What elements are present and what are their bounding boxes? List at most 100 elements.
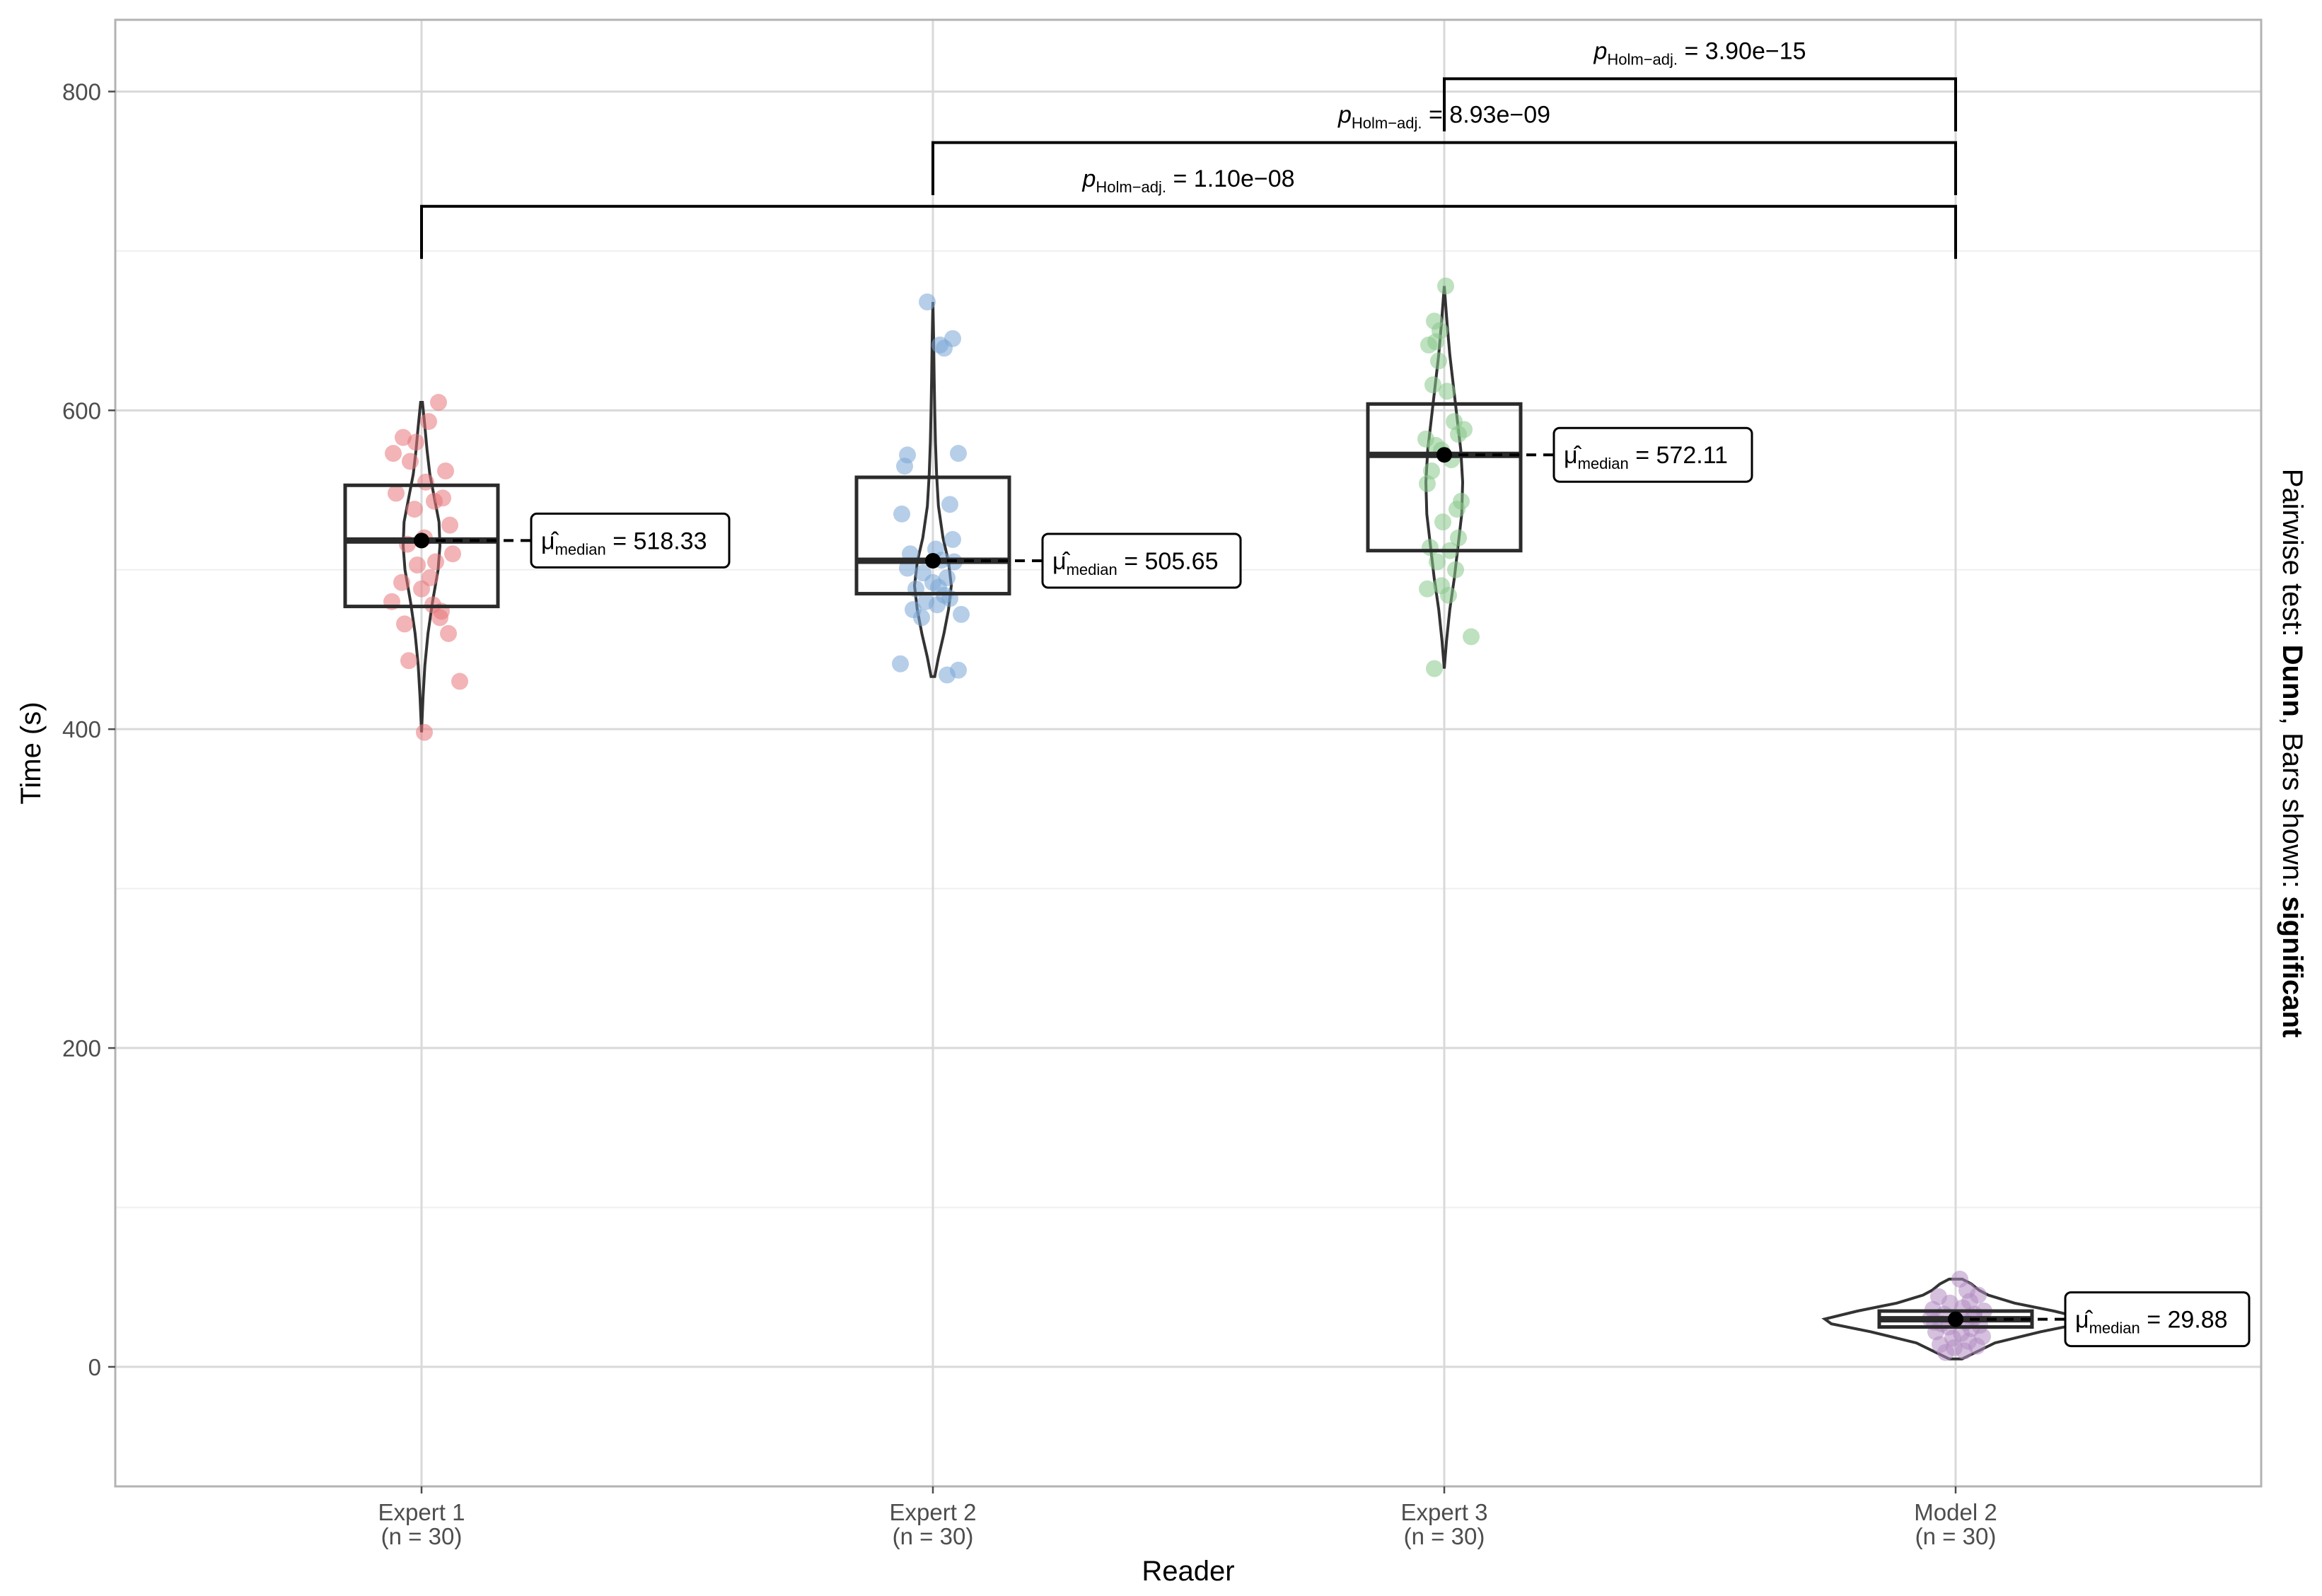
box-1 [343, 483, 500, 609]
median-label-box [2064, 1291, 2251, 1348]
data-point [440, 624, 457, 642]
caption-prefix: Pairwise test: [2277, 469, 2308, 645]
data-point [950, 445, 967, 462]
y-tick-label: 800 [62, 78, 101, 105]
data-point [1423, 462, 1440, 479]
box-3 [1366, 402, 1523, 553]
x-tick-n-label: (n = 30) [1915, 1523, 1997, 1549]
data-point [420, 413, 437, 431]
x-tick-n-label: (n = 30) [381, 1523, 463, 1549]
data-point [1419, 580, 1436, 598]
data-point [400, 652, 417, 670]
data-point [402, 453, 419, 470]
data-point [444, 545, 461, 563]
bracket-1 [420, 204, 1957, 260]
x-tick-n-label: (n = 30) [893, 1523, 974, 1549]
data-point [396, 615, 413, 633]
data-point [919, 293, 936, 311]
panel-border [114, 18, 2263, 1488]
data-point [1450, 529, 1467, 547]
grid [115, 20, 2261, 1486]
data-point [388, 484, 405, 502]
data-point [1429, 553, 1446, 571]
data-point [1420, 336, 1437, 354]
bracket-2 [931, 141, 1957, 195]
data-point [896, 458, 913, 475]
median-label-box [1552, 426, 1753, 483]
data-point [395, 429, 412, 446]
data-point [1937, 1344, 1954, 1361]
data-point [431, 609, 448, 627]
data-point [941, 496, 958, 513]
bracket-3 [1443, 77, 1957, 132]
data-point [385, 445, 402, 462]
x-axis: Expert 1(n = 30)Expert 2(n = 30)Expert 3… [378, 1486, 1997, 1549]
data-point [417, 473, 434, 491]
data-point [441, 516, 458, 534]
box-2 [854, 475, 1011, 596]
data-point [1437, 277, 1454, 295]
median-annotations: μ̂median = 518.33μ̂median = 505.65μ̂medi… [414, 426, 2251, 1348]
data-point [936, 339, 953, 357]
data-point [939, 666, 956, 684]
y-axis: 0 200 400 600 800 [62, 78, 115, 1380]
data-point [1968, 1337, 1985, 1355]
median-point [414, 532, 429, 549]
data-point [953, 605, 970, 623]
data-point [893, 505, 910, 523]
caption-middle: , Bars shown: [2277, 717, 2308, 896]
data-point [427, 553, 444, 571]
data-point [1434, 513, 1451, 531]
y-tick-label: 400 [62, 716, 101, 742]
data-point [1440, 586, 1457, 604]
data-point [437, 462, 454, 479]
median-label: μ̂median = 518.33 [541, 528, 707, 558]
x-tick-label: Expert 1 [378, 1499, 465, 1525]
median-label: μ̂median = 29.88 [2075, 1307, 2228, 1337]
data-point [1439, 383, 1456, 400]
data-point [905, 601, 922, 619]
median-label: μ̂median = 572.11 [1564, 442, 1728, 472]
y-tick-label: 600 [62, 397, 101, 424]
data-point [1430, 352, 1447, 370]
data-point [1426, 660, 1443, 677]
data-point [1447, 561, 1464, 578]
p-value-label: pHolm−adj. = 3.90e−15 [1593, 37, 1806, 68]
data-point [1956, 1342, 1973, 1360]
y-axis-title: Time (s) [16, 701, 47, 804]
data-point [393, 573, 410, 591]
data-point [944, 530, 961, 548]
data-point [407, 433, 424, 451]
y-tick-label: 0 [88, 1354, 101, 1380]
caption-test-name: Dunn [2277, 645, 2308, 717]
data-point [409, 556, 426, 573]
data-point [929, 596, 946, 614]
data-point [434, 489, 451, 507]
data-point [892, 655, 909, 672]
median-label-box [530, 512, 731, 569]
data-point [413, 580, 430, 598]
data-point [1449, 501, 1465, 518]
data-point [416, 723, 433, 741]
data-point [1456, 421, 1473, 438]
data-point [1424, 376, 1441, 394]
x-tick-label: Expert 2 [890, 1499, 977, 1525]
median-point [925, 553, 941, 569]
median-point [1436, 447, 1452, 463]
data-point [451, 672, 468, 690]
x-tick-label: Model 2 [1914, 1499, 1997, 1525]
data-point [1463, 628, 1480, 646]
pairwise-test-caption: Pairwise test: Dunn, Bars shown: signifi… [2277, 469, 2308, 1038]
data-point [1419, 475, 1436, 493]
data-point [430, 394, 447, 412]
caption-bars-shown: significant [2277, 896, 2308, 1037]
median-point [1948, 1311, 1963, 1327]
x-tick-n-label: (n = 30) [1404, 1523, 1485, 1549]
median-label-box [1041, 532, 1242, 589]
y-tick-label: 200 [62, 1035, 101, 1061]
p-value-label: pHolm−adj. = 1.10e−08 [1081, 165, 1294, 196]
violin-1 [401, 401, 442, 733]
